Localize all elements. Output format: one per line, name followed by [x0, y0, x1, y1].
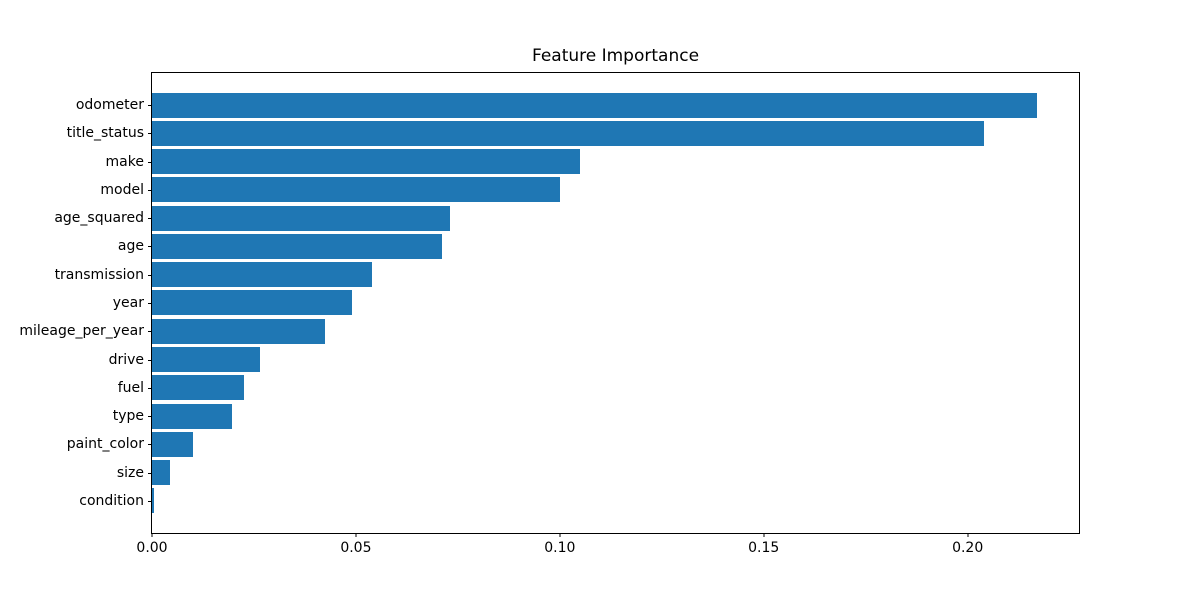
y-axis-tick — [148, 161, 152, 163]
y-axis-tick — [148, 302, 152, 304]
y-tick-label: age — [117, 238, 144, 255]
y-tick-label: odometer — [75, 97, 144, 114]
y-axis-tick — [148, 189, 152, 191]
y-tick-label: type — [112, 408, 144, 425]
bar-row: condition — [79, 487, 1079, 515]
y-axis-tick — [148, 416, 152, 418]
x-axis-tick — [763, 533, 765, 537]
bar-row: odometer — [76, 91, 1079, 119]
bar-fuel — [152, 375, 244, 401]
bar-title_status — [152, 120, 984, 146]
y-tick-label: paint_color — [66, 436, 144, 453]
y-axis-tick — [148, 472, 152, 474]
x-tick-label: 0.05 — [340, 540, 372, 556]
bar-drive — [152, 347, 261, 373]
x-tick-label: 0.00 — [136, 540, 168, 556]
bar-make — [152, 149, 581, 175]
y-tick-label: fuel — [117, 379, 144, 396]
bar-age — [152, 233, 442, 259]
chart-title: Feature Importance — [531, 46, 700, 66]
y-axis-tick — [148, 218, 152, 220]
y-axis-tick — [148, 387, 152, 389]
bar-odometer — [152, 92, 1037, 118]
y-tick-label: model — [100, 181, 144, 198]
x-axis-tick — [151, 533, 153, 537]
y-axis-tick — [148, 444, 152, 446]
bar-age_squared — [152, 205, 450, 231]
bar-row: transmission — [55, 261, 1079, 289]
x-axis-tick — [967, 533, 969, 537]
bar-condition — [152, 488, 154, 514]
y-tick-label: size — [116, 464, 144, 481]
bar-row: make — [106, 148, 1079, 176]
y-tick-label: age_squared — [54, 210, 144, 227]
bar-row: model — [100, 176, 1079, 204]
x-axis-tick — [559, 533, 561, 537]
y-axis-tick — [148, 359, 152, 361]
bar-row: title_status — [67, 119, 1079, 147]
bar-row: year — [113, 289, 1079, 317]
bar-size — [152, 460, 171, 486]
y-axis-tick — [148, 500, 152, 502]
bar-paint_color — [152, 431, 194, 457]
bar-model — [152, 177, 560, 203]
y-tick-label: drive — [108, 351, 144, 368]
bar-row: mileage_per_year — [19, 317, 1079, 345]
bar-row: type — [113, 402, 1079, 430]
x-tick-label: 0.10 — [544, 540, 576, 556]
y-axis-tick — [148, 133, 152, 135]
y-tick-label: mileage_per_year — [19, 323, 144, 340]
bar-row: fuel — [118, 374, 1079, 402]
bar-row: paint_color — [67, 430, 1079, 458]
bar-mileage_per_year — [152, 318, 326, 344]
y-axis-tick — [148, 331, 152, 333]
y-tick-label: condition — [79, 492, 144, 509]
y-axis-tick — [148, 246, 152, 248]
y-axis-tick — [148, 274, 152, 276]
bar-row: size — [117, 458, 1079, 486]
bar-row: age_squared — [54, 204, 1079, 232]
y-tick-label: make — [105, 153, 144, 170]
bar-type — [152, 403, 233, 429]
y-tick-label: title_status — [66, 125, 144, 142]
bar-row: drive — [109, 345, 1079, 373]
x-tick-label: 0.15 — [748, 540, 780, 556]
bar-transmission — [152, 262, 373, 288]
x-tick-label: 0.20 — [952, 540, 984, 556]
bar-row: age — [118, 232, 1079, 260]
y-tick-label: year — [112, 294, 144, 311]
x-axis-tick — [355, 533, 357, 537]
bar-year — [152, 290, 352, 316]
y-axis-tick — [148, 105, 152, 107]
y-tick-label: transmission — [54, 266, 144, 283]
